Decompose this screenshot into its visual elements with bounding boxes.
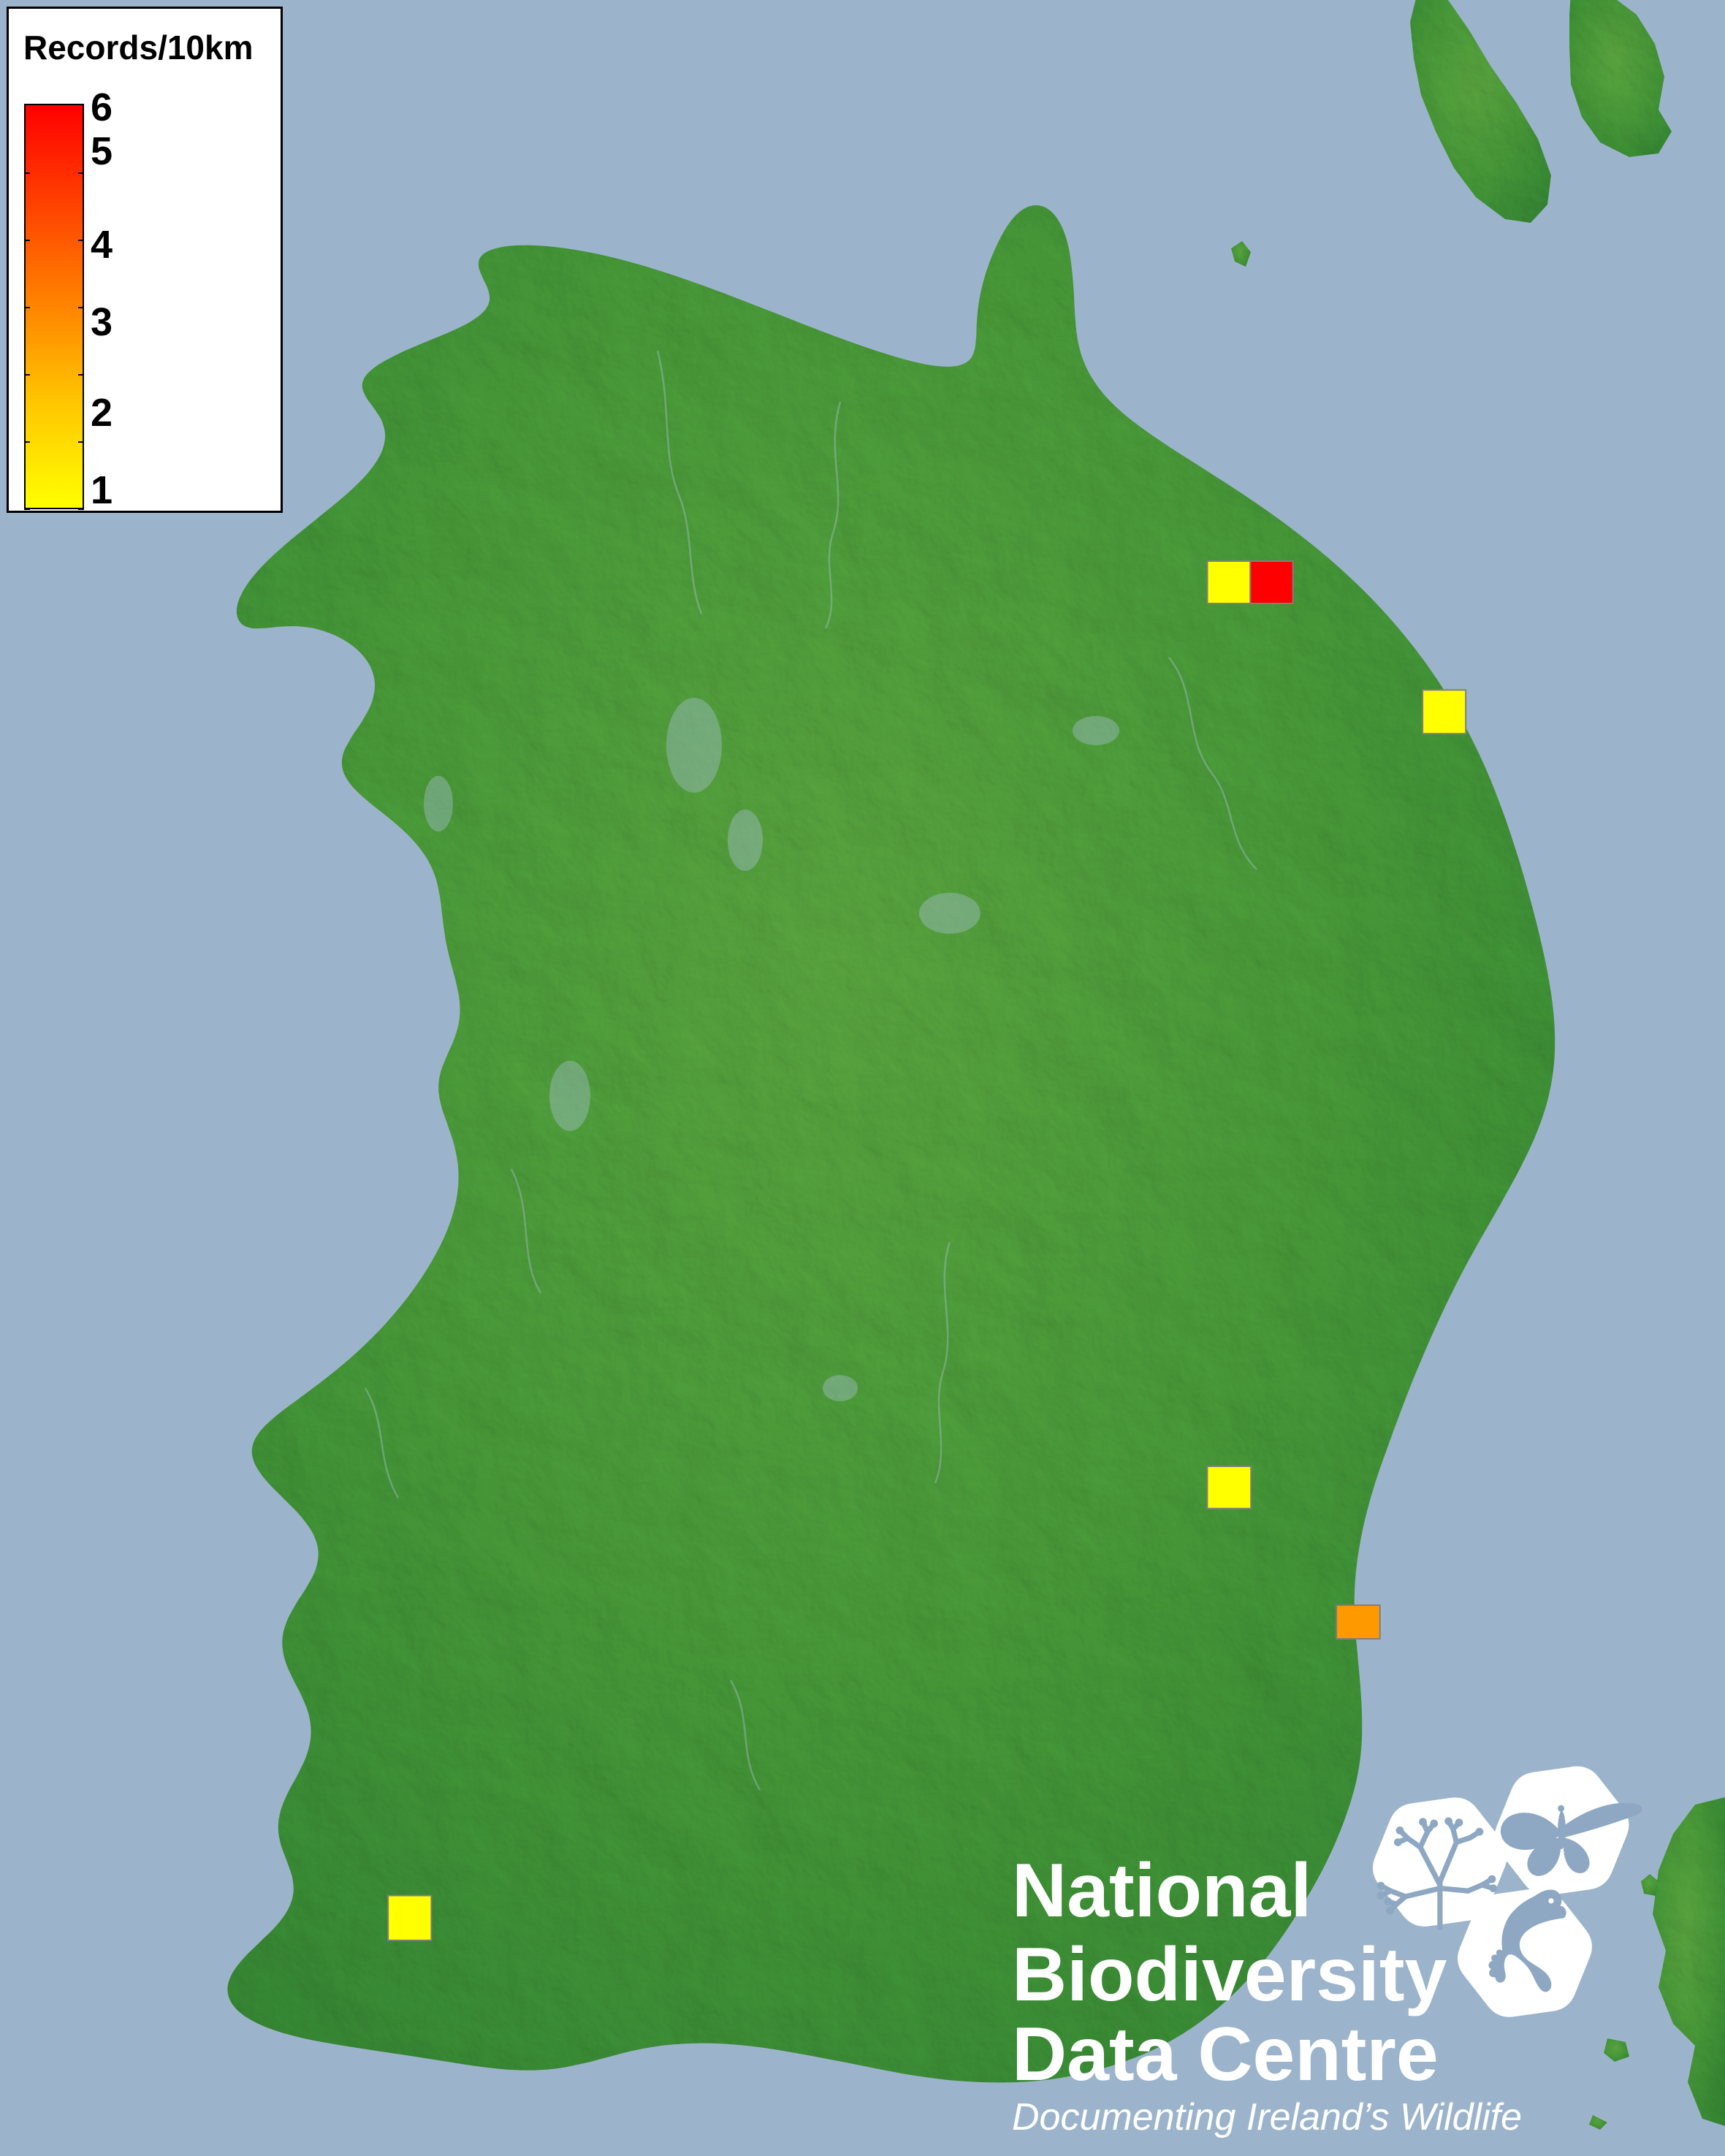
- svg-text:Documenting Ireland’s Wildlife: Documenting Ireland’s Wildlife: [1012, 2096, 1522, 2138]
- svg-text:National: National: [1012, 1848, 1311, 1933]
- svg-text:Biodiversity: Biodiversity: [1012, 1932, 1447, 2017]
- svg-text:Data Centre: Data Centre: [1012, 2012, 1439, 2097]
